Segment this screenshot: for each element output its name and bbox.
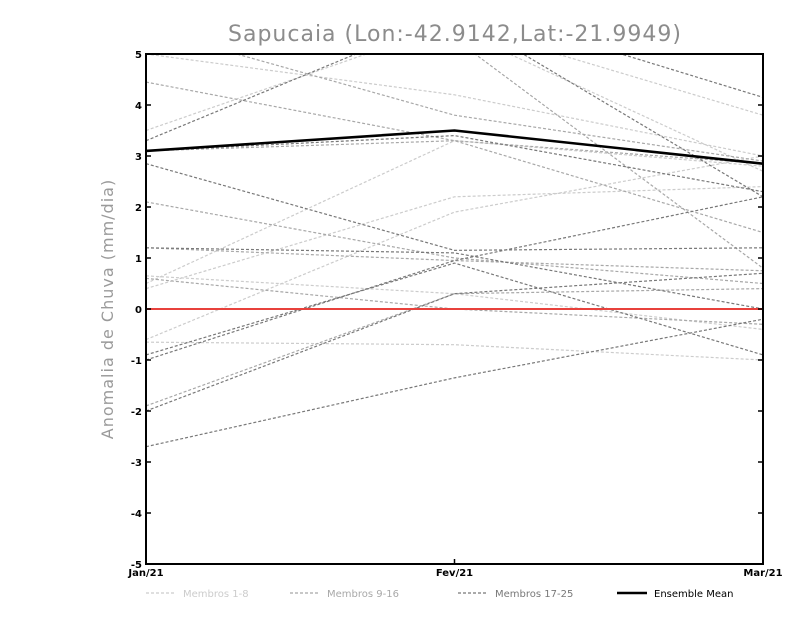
series-line-m25 bbox=[146, 247, 763, 310]
series-line-m20 bbox=[146, 318, 763, 448]
series-line-m13 bbox=[474, 54, 763, 269]
y-tick-label: 5 bbox=[135, 50, 142, 61]
y-tick-label: -4 bbox=[131, 509, 142, 520]
y-tick-label: -5 bbox=[131, 560, 142, 571]
series-line-m12 bbox=[146, 140, 763, 234]
series-line-m6 bbox=[146, 275, 763, 330]
y-tick-label: 4 bbox=[135, 101, 142, 112]
x-tick-label: Mar/21 bbox=[743, 568, 782, 579]
series-line-m19 bbox=[146, 196, 763, 361]
series-line-m4 bbox=[146, 155, 763, 341]
y-tick-label: 1 bbox=[135, 254, 142, 265]
y-tick-label: -1 bbox=[131, 356, 142, 367]
series-line-m15 bbox=[146, 247, 763, 272]
y-axis: -5 -4 -3 -2 -1 0 1 2 3 4 5 bbox=[131, 50, 763, 571]
series-line-m22 bbox=[146, 134, 763, 193]
series-line-m2 bbox=[146, 140, 763, 285]
series-line-m11 bbox=[146, 201, 763, 285]
y-axis-label: Anomalia de Chuva (mm/dia) bbox=[98, 179, 117, 439]
y-tick-label: 0 bbox=[135, 305, 142, 316]
ensemble-mean-line bbox=[145, 129, 764, 165]
series-line-m1 bbox=[146, 54, 763, 132]
series-line-m10 bbox=[234, 54, 763, 162]
series-line-m9 bbox=[146, 81, 763, 165]
y-tick-label: 3 bbox=[135, 152, 142, 163]
series-line-m5 bbox=[146, 341, 763, 361]
series-line-m21 bbox=[619, 54, 763, 98]
x-tick-label: Fev/21 bbox=[436, 568, 473, 579]
legend: Membros 1-8 Membros 9-16 Membros 17-25 Ense… bbox=[146, 589, 733, 600]
series-line-m8 bbox=[146, 54, 763, 157]
series-line-m3 bbox=[146, 186, 763, 290]
x-axis: Jan/21 Fev/21 Mar/21 bbox=[127, 559, 783, 579]
y-tick-label: -3 bbox=[131, 458, 142, 469]
legend-label: Membros 9-16 bbox=[327, 589, 399, 600]
series-line-m17 bbox=[146, 54, 763, 198]
member-lines bbox=[146, 54, 763, 448]
x-tick-label: Jan/21 bbox=[127, 568, 163, 579]
y-tick-label: -2 bbox=[131, 407, 142, 418]
series-line-m7 bbox=[508, 54, 763, 172]
legend-label: Membros 1-8 bbox=[183, 589, 249, 600]
series-line-m16 bbox=[146, 288, 763, 407]
y-tick-label: 2 bbox=[135, 203, 142, 214]
chart-title: Sapucaia (Lon:-42.9142,Lat:-21.9949) bbox=[228, 22, 682, 47]
legend-label: Membros 17-25 bbox=[495, 589, 573, 600]
series-line-m18 bbox=[146, 163, 763, 251]
legend-label: Ensemble Mean bbox=[654, 589, 733, 600]
series-line-m24 bbox=[146, 262, 763, 356]
series-line-m23 bbox=[146, 272, 763, 412]
